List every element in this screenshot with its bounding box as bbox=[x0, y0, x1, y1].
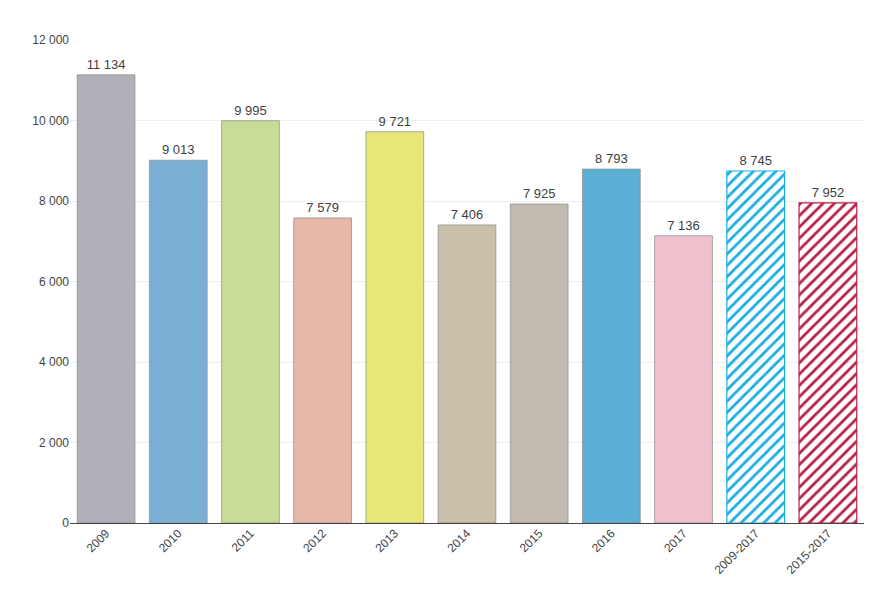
svg-text:2013: 2013 bbox=[372, 526, 401, 555]
svg-text:0: 0 bbox=[62, 516, 69, 530]
svg-text:2009: 2009 bbox=[84, 526, 113, 555]
svg-text:2009-2017: 2009-2017 bbox=[712, 526, 763, 577]
svg-text:9 995: 9 995 bbox=[234, 103, 267, 118]
svg-text:2011: 2011 bbox=[229, 526, 257, 554]
svg-text:9 013: 9 013 bbox=[162, 142, 195, 157]
svg-text:4 000: 4 000 bbox=[39, 355, 69, 369]
svg-text:2 000: 2 000 bbox=[39, 436, 69, 450]
svg-text:2017: 2017 bbox=[661, 526, 690, 555]
svg-text:11 134: 11 134 bbox=[87, 57, 126, 72]
svg-text:2014: 2014 bbox=[445, 526, 474, 555]
svg-text:2015: 2015 bbox=[517, 526, 546, 555]
svg-text:7 579: 7 579 bbox=[306, 200, 339, 215]
svg-text:12 000: 12 000 bbox=[32, 33, 69, 47]
svg-text:10 000: 10 000 bbox=[32, 114, 69, 128]
svg-text:6 000: 6 000 bbox=[39, 275, 69, 289]
svg-text:7 952: 7 952 bbox=[812, 185, 845, 200]
svg-text:8 793: 8 793 bbox=[595, 151, 628, 166]
svg-text:8 745: 8 745 bbox=[739, 153, 772, 168]
svg-text:9 721: 9 721 bbox=[379, 114, 412, 129]
svg-text:7 406: 7 406 bbox=[451, 207, 484, 222]
svg-text:2015-2017: 2015-2017 bbox=[784, 526, 835, 577]
svg-text:2012: 2012 bbox=[300, 526, 329, 555]
svg-text:7 136: 7 136 bbox=[667, 218, 700, 233]
svg-text:2010: 2010 bbox=[156, 526, 185, 555]
svg-text:8 000: 8 000 bbox=[39, 194, 69, 208]
svg-text:7 925: 7 925 bbox=[523, 186, 556, 201]
svg-text:2016: 2016 bbox=[589, 526, 618, 555]
